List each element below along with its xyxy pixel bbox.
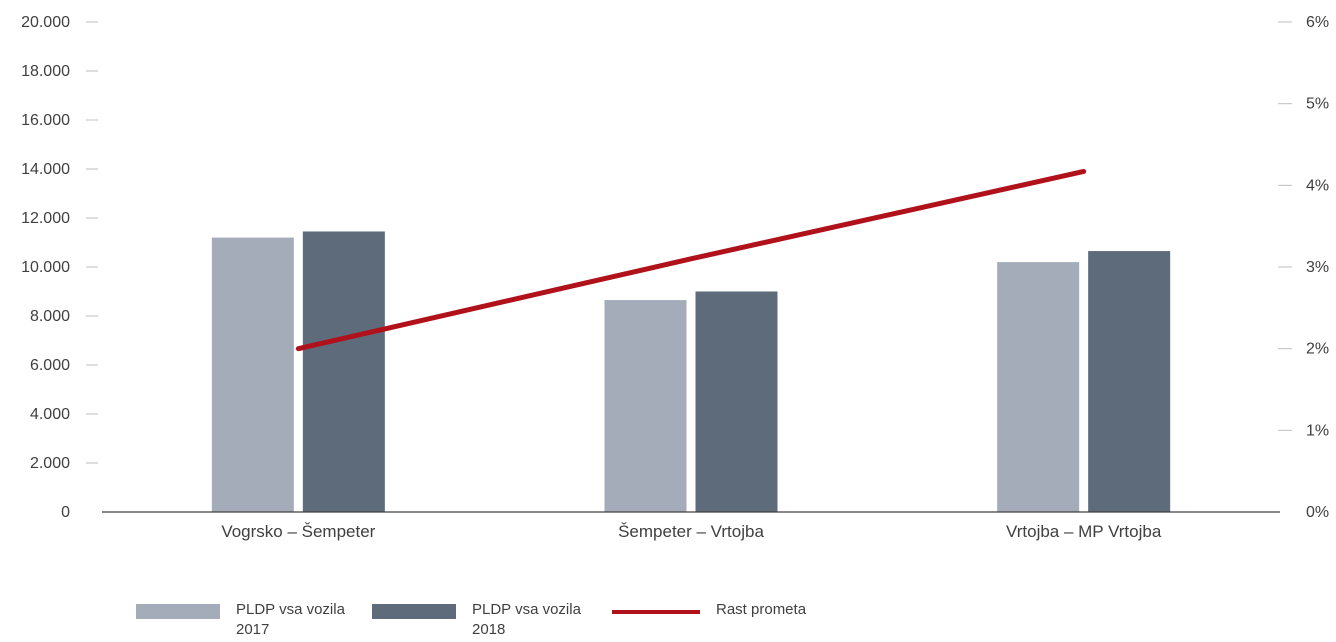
y-left-tick-label: 2.000 xyxy=(30,455,70,472)
legend-label-rast: Rast prometa xyxy=(716,601,807,618)
y-left-tick-label: 8.000 xyxy=(30,308,70,325)
legend-swatch-2017 xyxy=(136,604,220,619)
y-left-tick-label: 16.000 xyxy=(21,112,70,129)
y-left-tick-label: 14.000 xyxy=(21,161,70,178)
bar-2017 xyxy=(997,262,1080,512)
bar-2018 xyxy=(1088,251,1171,512)
legend-swatch-2018 xyxy=(372,604,456,619)
y-right-tick-label: 4% xyxy=(1306,177,1329,194)
y-right-tick-label: 5% xyxy=(1306,96,1329,113)
x-tick-label: Vogrsko – Šempeter xyxy=(221,522,375,541)
bar-2018 xyxy=(302,231,385,512)
y-left-tick-label: 18.000 xyxy=(21,63,70,80)
y-left-tick-label: 12.000 xyxy=(21,210,70,227)
bar-2017 xyxy=(604,300,687,512)
line-rast-prometa xyxy=(295,168,1087,352)
x-tick-label: Vrtojba – MP Vrtojba xyxy=(1006,522,1162,541)
legend-item-rast: Rast prometa xyxy=(612,600,840,620)
legend-swatch-rast xyxy=(612,610,700,614)
legend: PLDP vsa vozila 2017 PLDP vsa vozila 201… xyxy=(0,600,1336,642)
y-right-tick-label: 3% xyxy=(1306,259,1329,276)
legend-item-2017: PLDP vsa vozila 2017 xyxy=(136,600,360,640)
bar-2017 xyxy=(211,237,294,512)
y-left-tick-label: 6.000 xyxy=(30,357,70,374)
chart-canvas: 0 2.000 4.000 6.000 8.000 10.000 12.000 14.000 1… xyxy=(21,14,1329,541)
bar-2018 xyxy=(695,291,778,512)
y-right-tick-label: 0% xyxy=(1306,504,1329,521)
legend-label-2018: PLDP vsa vozila 2018 xyxy=(472,601,581,638)
y-left-tick-label: 20.000 xyxy=(21,14,70,31)
y-right-tick-label: 1% xyxy=(1306,422,1329,439)
legend-item-2018: PLDP vsa vozila 2018 xyxy=(372,600,596,640)
y-right-tick-label: 6% xyxy=(1306,14,1329,31)
legend-label-2017: PLDP vsa vozila 2017 xyxy=(236,601,345,638)
x-tick-label: Šempeter – Vrtojba xyxy=(618,522,764,541)
y-left-tick-label: 10.000 xyxy=(21,259,70,276)
y-right-tick-label: 2% xyxy=(1306,341,1329,358)
y-left-tick-label: 0 xyxy=(61,504,70,521)
y-left-tick-label: 4.000 xyxy=(30,406,70,423)
